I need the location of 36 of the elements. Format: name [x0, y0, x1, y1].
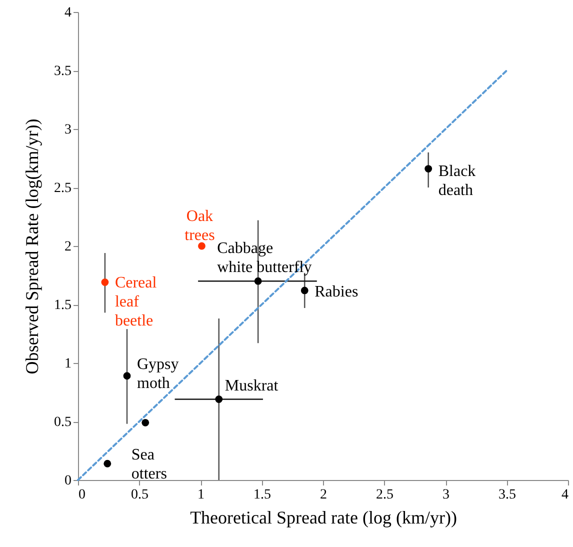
point	[254, 277, 262, 285]
x-axis-title: Theoretical Spread rate (log (km/yr))	[190, 508, 457, 528]
y-tick-label: 2	[64, 240, 72, 254]
x-tick-label: 1.5	[254, 488, 271, 502]
annotation: Oak trees	[184, 208, 215, 244]
point	[101, 278, 109, 286]
y-tick-label: 0.5	[54, 415, 72, 430]
y-tick-label: 4	[64, 6, 72, 20]
point	[300, 286, 308, 294]
y-tick-label: 3	[64, 122, 72, 138]
x-tick-label: 0.5	[131, 488, 148, 502]
point	[104, 460, 112, 468]
x-tick-label: 2	[320, 488, 327, 502]
point	[198, 242, 206, 250]
x-tick-label: 3	[442, 488, 450, 502]
annotation: Rabies	[314, 283, 358, 300]
annotation: Cereal leaf beetle	[114, 274, 158, 330]
y-tick-label: 1	[64, 356, 72, 372]
point	[215, 396, 223, 403]
y-axis-title: Observed Spread Rate (log(km/yr))	[22, 118, 42, 374]
y-tick-label: 2.5	[54, 181, 72, 196]
point	[142, 418, 150, 426]
y-tick-label: 1.5	[54, 298, 72, 313]
x-tick-label: 4	[562, 488, 568, 502]
x-tick-label: 0	[78, 488, 86, 502]
x-tick-label: 1	[198, 488, 204, 502]
point	[123, 372, 131, 380]
y-tick-label: 0	[64, 474, 72, 488]
annotation: Gypsy moth	[137, 356, 179, 392]
x-tick-label: 3.5	[498, 488, 516, 502]
x-tick-label: 2.5	[376, 488, 394, 502]
point	[424, 165, 432, 172]
annotation: Muskrat	[224, 377, 279, 394]
y-tick-label: 3.5	[54, 64, 72, 79]
annotation: Sea otters	[131, 446, 167, 483]
annotation: Black death	[438, 162, 476, 199]
